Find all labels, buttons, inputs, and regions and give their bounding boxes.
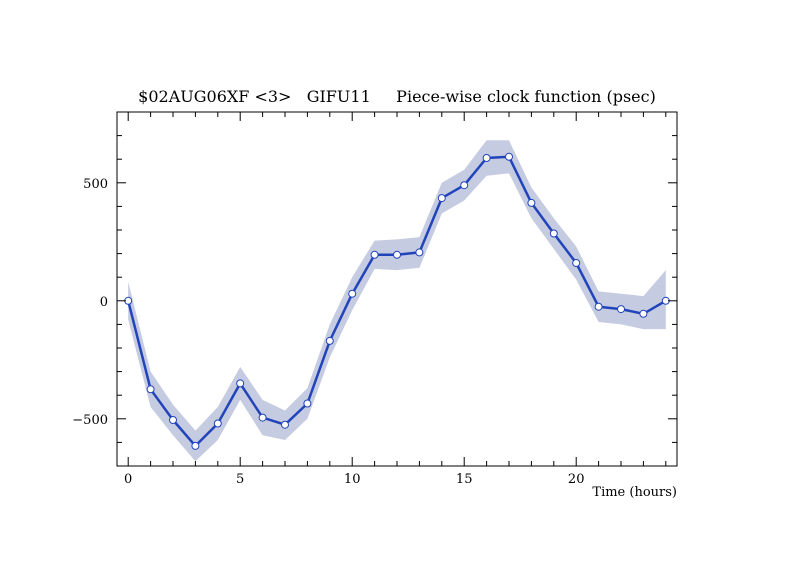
chart-title: $02AUG06XF <3> GIFU11 Piece-wise clock f… xyxy=(138,87,656,106)
data-point xyxy=(460,181,469,190)
data-point xyxy=(594,302,603,311)
data-point xyxy=(437,194,446,203)
data-point xyxy=(505,152,513,161)
data-point xyxy=(146,385,155,394)
data-point xyxy=(213,419,222,428)
data-point xyxy=(572,259,581,267)
series-line xyxy=(126,155,667,448)
data-point xyxy=(482,154,491,162)
y-tick-label: −500 xyxy=(72,413,108,428)
data-point xyxy=(169,416,177,424)
data-point xyxy=(415,248,424,257)
data-point xyxy=(236,379,245,388)
data-point xyxy=(639,309,648,318)
data-point-layer xyxy=(124,152,670,450)
data-point xyxy=(348,289,357,298)
data-point xyxy=(303,399,312,408)
error-band-layer xyxy=(128,140,666,462)
x-tick-label: 5 xyxy=(236,472,244,487)
data-point xyxy=(370,250,379,259)
series-line-layer xyxy=(126,155,667,448)
data-point xyxy=(191,441,200,450)
data-point xyxy=(393,250,401,259)
data-point xyxy=(258,413,267,422)
y-tick-label: 500 xyxy=(83,177,108,192)
x-tick-label: 15 xyxy=(456,472,473,487)
x-tick-label: 20 xyxy=(568,472,585,487)
tick-mark-layer xyxy=(117,111,677,467)
data-point xyxy=(325,336,334,345)
data-point xyxy=(617,305,625,314)
error-band xyxy=(128,140,666,462)
data-point xyxy=(281,420,289,429)
data-point xyxy=(549,229,558,238)
x-axis-label: Time (hours) xyxy=(592,485,677,500)
y-tick-label: 0 xyxy=(100,295,108,310)
data-point xyxy=(527,198,536,207)
x-tick-label: 0 xyxy=(124,472,132,487)
tick-label-layer: 0 5 10 15 20 −500 0 500 xyxy=(72,177,584,487)
x-tick-label: 10 xyxy=(344,472,361,487)
